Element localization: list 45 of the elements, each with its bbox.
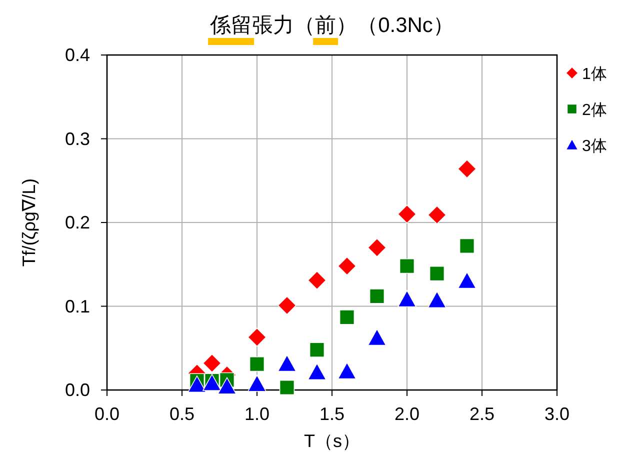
point [339, 310, 355, 325]
point [248, 374, 266, 392]
x-tick-label: 1.5 [319, 404, 345, 424]
x-tick-label: 2.5 [469, 404, 495, 424]
point [398, 290, 416, 308]
point [398, 204, 416, 224]
x-tick-label: 1.0 [244, 404, 270, 424]
point [248, 328, 266, 347]
y-axis-title: Tf/(ζρg∇/L) [19, 178, 39, 267]
y-tick-label: 0.4 [64, 45, 90, 65]
point [278, 296, 296, 315]
point [428, 290, 446, 308]
point [338, 362, 356, 380]
point [278, 354, 296, 372]
point [218, 377, 236, 394]
x-tick-label: 3.0 [544, 404, 570, 424]
x-tick-label: 0.5 [169, 404, 195, 424]
x-tick-label: 0.0 [94, 404, 120, 424]
y-tick-label: 0.2 [64, 212, 90, 232]
y-tick-label: 0.3 [64, 128, 90, 149]
y-tick-label: 0.1 [64, 296, 90, 316]
point [368, 238, 386, 258]
point [429, 266, 445, 282]
point [458, 160, 476, 178]
point [308, 270, 326, 290]
point [249, 356, 265, 372]
point [188, 376, 206, 393]
point [428, 206, 446, 224]
point [309, 342, 325, 358]
point [338, 256, 356, 276]
point [279, 380, 295, 396]
legend-label: 3体 [582, 138, 607, 155]
point [368, 328, 386, 346]
point [202, 354, 222, 373]
point [308, 363, 326, 380]
legend-label: 1体 [582, 66, 607, 83]
x-axis-title: T（s） [304, 431, 360, 451]
x-tick-label: 2.0 [394, 404, 420, 424]
point [459, 238, 475, 254]
point [399, 258, 415, 274]
point [458, 272, 476, 289]
point [369, 288, 385, 304]
chart-title: 係留張力（前）（0.3Nc） [209, 14, 454, 37]
legend-label: 2体 [582, 102, 607, 119]
y-tick-label: 0.0 [64, 380, 90, 400]
